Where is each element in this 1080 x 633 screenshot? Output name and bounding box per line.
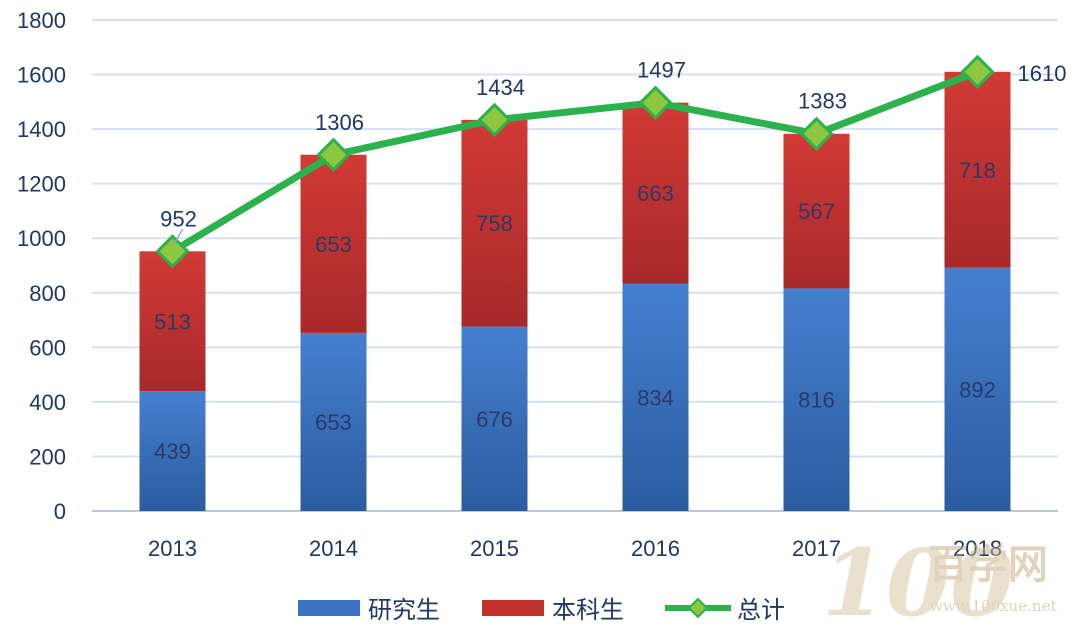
bar-data-label: 676 xyxy=(476,407,513,432)
bar-data-label: 834 xyxy=(637,385,674,410)
total-marker xyxy=(799,116,834,151)
y-tick-label: 800 xyxy=(29,281,66,306)
x-axis: 2013 2014 2015 2016 2017 2018 xyxy=(148,536,1002,561)
total-data-label: 1306 xyxy=(315,110,364,135)
y-axis: 0 200 400 600 800 1000 1200 1400 1600 1800 xyxy=(17,8,66,524)
bar-data-label: 439 xyxy=(154,439,191,464)
total-data-label: 1497 xyxy=(637,58,686,83)
bar-graduate xyxy=(139,391,206,511)
y-tick-label: 1000 xyxy=(17,226,66,251)
total-series-line xyxy=(170,68,979,255)
bar-graduate xyxy=(783,288,850,511)
legend-marker xyxy=(687,597,709,619)
bar-data-label: 892 xyxy=(959,377,996,402)
bar-undergraduate xyxy=(139,251,206,392)
legend-label: 研究生 xyxy=(368,596,440,624)
bar-undergraduate xyxy=(783,133,850,289)
bar-graduate xyxy=(944,267,1011,511)
y-tick-label: 1600 xyxy=(17,63,66,88)
legend-label: 总计 xyxy=(737,596,785,624)
bar-data-label: 718 xyxy=(959,158,996,183)
y-tick-label: 400 xyxy=(29,390,66,415)
bar-undergraduate xyxy=(461,119,528,327)
x-tick-label: 2017 xyxy=(792,536,841,561)
legend: 研究生 本科生 总计 xyxy=(298,596,785,624)
watermark-brand: 百学网 xyxy=(928,541,1048,588)
label-leader-line xyxy=(173,228,184,244)
legend-swatch xyxy=(298,600,360,616)
bar-undergraduate xyxy=(622,102,689,284)
gridlines xyxy=(92,19,1058,512)
x-tick-label: 2015 xyxy=(470,536,519,561)
total-marker xyxy=(316,137,351,172)
x-tick-label: 2018 xyxy=(953,536,1002,561)
x-tick-label: 2013 xyxy=(148,536,197,561)
total-marker xyxy=(960,54,995,89)
x-tick-label: 2016 xyxy=(631,536,680,561)
x-tick-label: 2014 xyxy=(309,536,358,561)
watermark-logo: 100 xyxy=(822,529,1014,633)
total-data-label: 1383 xyxy=(798,89,847,114)
bar-graduate xyxy=(300,332,367,511)
bar-data-label: 758 xyxy=(476,211,513,236)
y-tick-label: 600 xyxy=(29,335,66,360)
y-tick-label: 1400 xyxy=(17,117,66,142)
watermark-url: www.100xue.net xyxy=(930,597,1056,615)
watermark: 100 百学网 www.100xue.net xyxy=(822,529,1056,633)
total-line: 952 1306 1434 1497 1383 1610 xyxy=(155,54,1067,269)
bar-data-label: 653 xyxy=(315,232,352,257)
y-tick-label: 200 xyxy=(29,444,66,469)
bar-graduate xyxy=(461,326,528,511)
legend-label: 本科生 xyxy=(552,596,624,624)
y-tick-label: 0 xyxy=(54,499,66,524)
bar-undergraduate xyxy=(944,71,1011,268)
bar-data-label: 567 xyxy=(798,199,835,224)
bar-undergraduate xyxy=(300,154,367,333)
y-tick-label: 1800 xyxy=(17,8,66,33)
total-data-label: 952 xyxy=(160,206,197,231)
bar-data-label: 653 xyxy=(315,410,352,435)
total-data-label: 1610 xyxy=(1018,61,1067,86)
total-data-label: 1434 xyxy=(476,75,525,100)
legend-swatch xyxy=(482,600,544,616)
total-marker xyxy=(477,102,512,137)
y-tick-label: 1200 xyxy=(17,172,66,197)
total-marker xyxy=(155,234,190,269)
bar-data-label: 663 xyxy=(637,181,674,206)
total-marker xyxy=(638,85,673,120)
bar-graduate xyxy=(622,283,689,511)
bar-data-label: 513 xyxy=(154,309,191,334)
bar-data-label: 816 xyxy=(798,388,835,413)
bars: 439 513 653 653 676 758 834 663 816 567 892 718 xyxy=(139,71,1011,511)
